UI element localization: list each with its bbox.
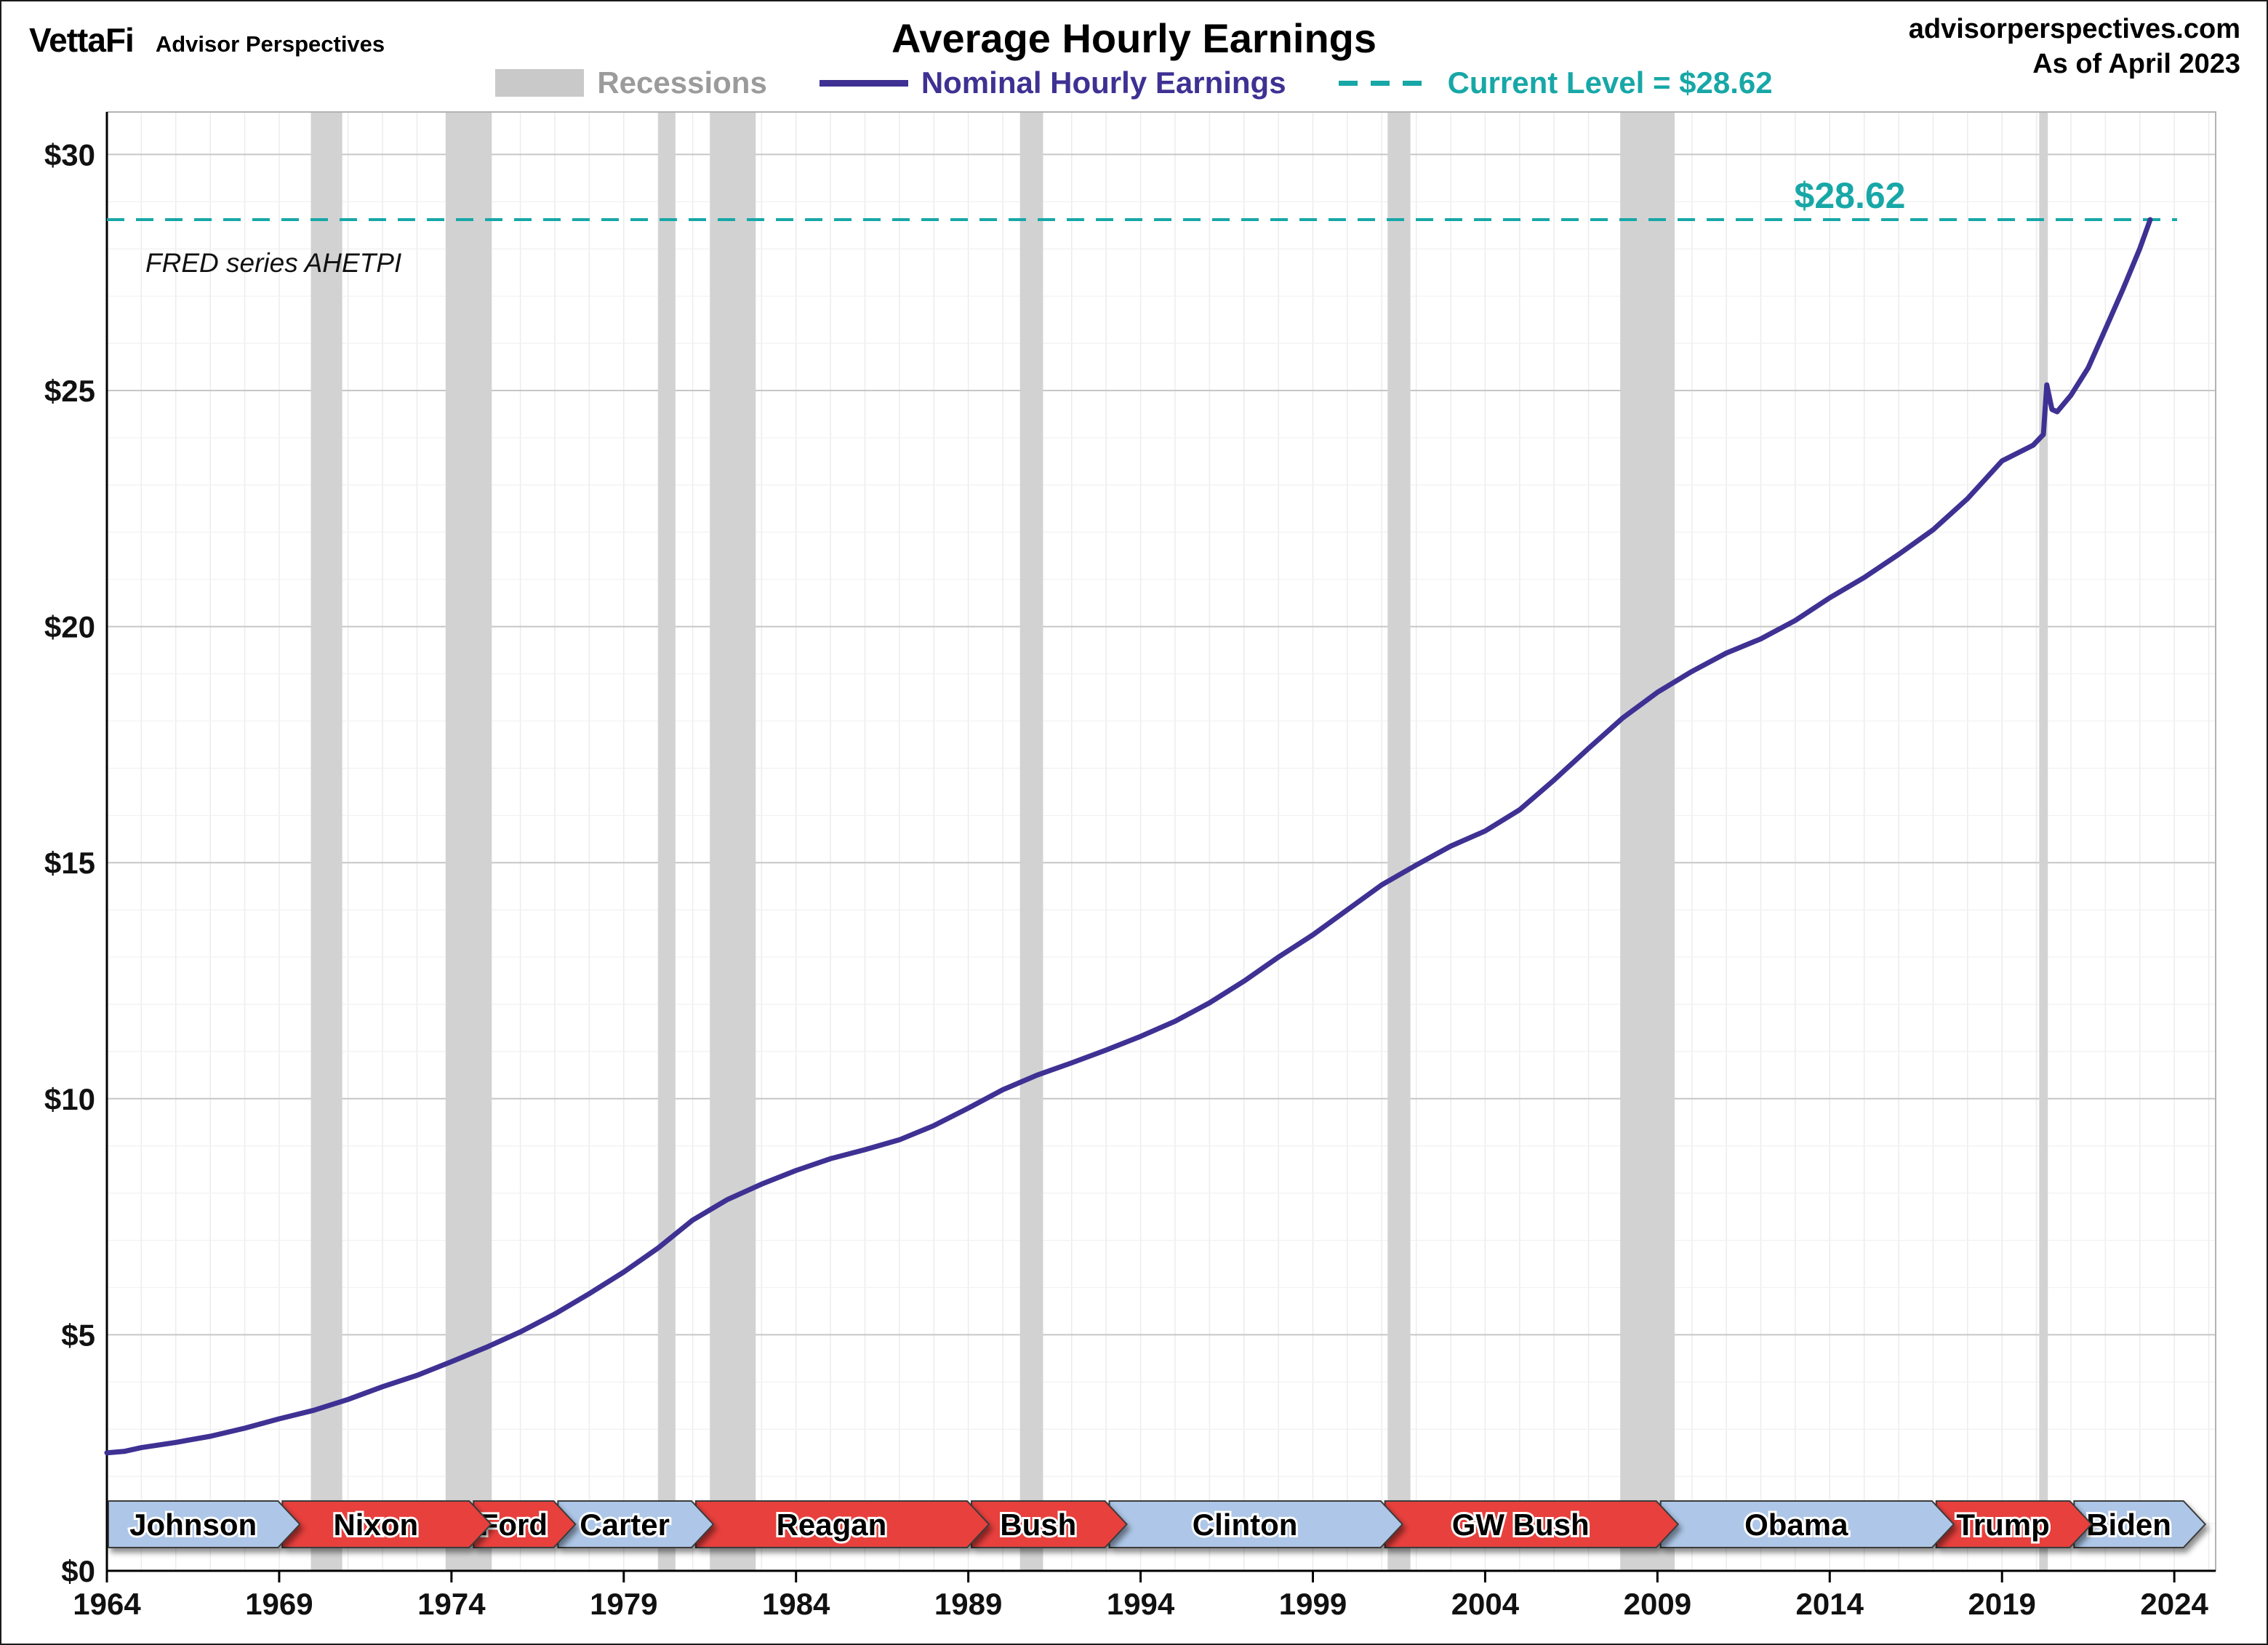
president-label: Reagan xyxy=(777,1508,887,1542)
x-tick-label: 2014 xyxy=(1796,1587,1864,1621)
nominal-earnings-line xyxy=(104,217,2153,1456)
president-arrow-reagan: Reagan xyxy=(694,1500,990,1548)
source-block: advisorperspectives.com As of April 2023 xyxy=(1909,12,2240,81)
recession-band xyxy=(1019,112,1043,1571)
x-tick-label: 1989 xyxy=(934,1587,1002,1621)
line-swatch-icon xyxy=(819,79,908,87)
x-tick-label: 1984 xyxy=(762,1587,830,1621)
president-label: Bush xyxy=(1000,1508,1076,1542)
recession-band xyxy=(310,112,342,1571)
y-axis-labels: $0 $5 $10 $15 $20 $25 $30 xyxy=(44,137,95,1588)
recession-swatch-icon xyxy=(495,69,585,97)
x-tick-label: 1979 xyxy=(590,1587,657,1621)
y-tick-label: $30 xyxy=(44,137,95,172)
president-label: Nixon xyxy=(333,1508,418,1542)
page-title: Average Hourly Earnings xyxy=(891,15,1377,61)
recession-band xyxy=(658,112,676,1571)
legend-item-recessions: Recessions xyxy=(495,65,767,100)
y-tick-label: $10 xyxy=(44,1082,95,1116)
president-arrow-bush: Bush xyxy=(971,1500,1128,1548)
y-tick-label: $15 xyxy=(44,846,95,880)
vettafi-logo: VettaFi Advisor Perspectives xyxy=(29,20,385,60)
president-arrows: Biden Trump Obama GW Bush Clinton Bush Reagan C… xyxy=(108,1500,2207,1548)
y-tick-label: $0 xyxy=(61,1554,95,1588)
president-label: GW Bush xyxy=(1452,1508,1590,1542)
recession-band xyxy=(1387,112,1411,1571)
x-tick-label: 1999 xyxy=(1279,1587,1347,1621)
president-arrow-biden: Biden xyxy=(2073,1500,2207,1548)
president-arrow-obama: Obama xyxy=(1659,1500,1955,1548)
y-tick-label: $25 xyxy=(44,374,95,408)
president-arrow-trump: Trump xyxy=(1935,1500,2093,1548)
president-label: Ford xyxy=(480,1508,548,1542)
recession-bands xyxy=(310,112,2048,1571)
x-tick-label: 2024 xyxy=(2140,1587,2208,1621)
x-tick-label: 2009 xyxy=(1624,1587,1691,1621)
president-label: Carter xyxy=(580,1508,670,1542)
president-arrow-carter: Carter xyxy=(557,1500,715,1548)
legend-item-current-level: Current Level = $28.62 xyxy=(1338,65,1773,100)
legend-recessions-label: Recessions xyxy=(597,65,767,100)
president-label: Obama xyxy=(1744,1508,1848,1542)
x-tick-label: 2004 xyxy=(1451,1587,1520,1621)
x-tick-label: 2019 xyxy=(1968,1587,2035,1621)
president-label: Trump xyxy=(1956,1508,2049,1542)
president-label: Johnson xyxy=(129,1508,257,1542)
fred-series-note: FRED series AHETPI xyxy=(145,248,401,278)
recession-band xyxy=(1620,112,1675,1571)
x-tick-label: 1994 xyxy=(1107,1587,1175,1621)
logo-primary: VettaFi xyxy=(29,21,135,59)
x-tick-label: 1964 xyxy=(73,1587,141,1621)
recession-band xyxy=(710,112,756,1571)
x-tick-label: 1974 xyxy=(417,1587,486,1621)
president-arrow-clinton: Clinton xyxy=(1108,1500,1404,1548)
x-axis-labels: 1964 1969 1974 1979 1984 1989 1994 1999 2004 2009… xyxy=(73,1571,2208,1621)
recession-band xyxy=(2039,112,2048,1571)
recession-band xyxy=(445,112,492,1571)
current-level-value-label: $28.62 xyxy=(1795,175,1906,216)
legend-series-label: Nominal Hourly Earnings xyxy=(921,65,1286,100)
plot-border xyxy=(106,111,2216,1572)
logo-secondary: Advisor Perspectives xyxy=(155,31,385,57)
gridlines xyxy=(106,112,2216,1571)
legend-item-nominal-earnings: Nominal Hourly Earnings xyxy=(819,65,1286,100)
president-arrow-johnson: Johnson xyxy=(108,1500,301,1548)
legend-current-level-label: Current Level = $28.62 xyxy=(1447,65,1773,100)
as-of-date: As of April 2023 xyxy=(2032,49,2240,79)
chart-legend: Recessions Nominal Hourly Earnings Curre… xyxy=(1,65,2267,100)
y-tick-label: $20 xyxy=(44,610,95,644)
x-tick-label: 1969 xyxy=(245,1587,313,1621)
president-arrow-ford: Ford xyxy=(473,1500,577,1548)
president-arrow-nixon: Nixon xyxy=(281,1500,492,1548)
dash-swatch-icon xyxy=(1338,80,1435,86)
y-tick-label: $5 xyxy=(61,1318,95,1352)
source-site: advisorperspectives.com xyxy=(1908,14,2240,44)
president-arrow-gw-bush: GW Bush xyxy=(1384,1500,1680,1548)
president-label: Clinton xyxy=(1193,1508,1298,1542)
president-label: Biden xyxy=(2086,1508,2171,1542)
